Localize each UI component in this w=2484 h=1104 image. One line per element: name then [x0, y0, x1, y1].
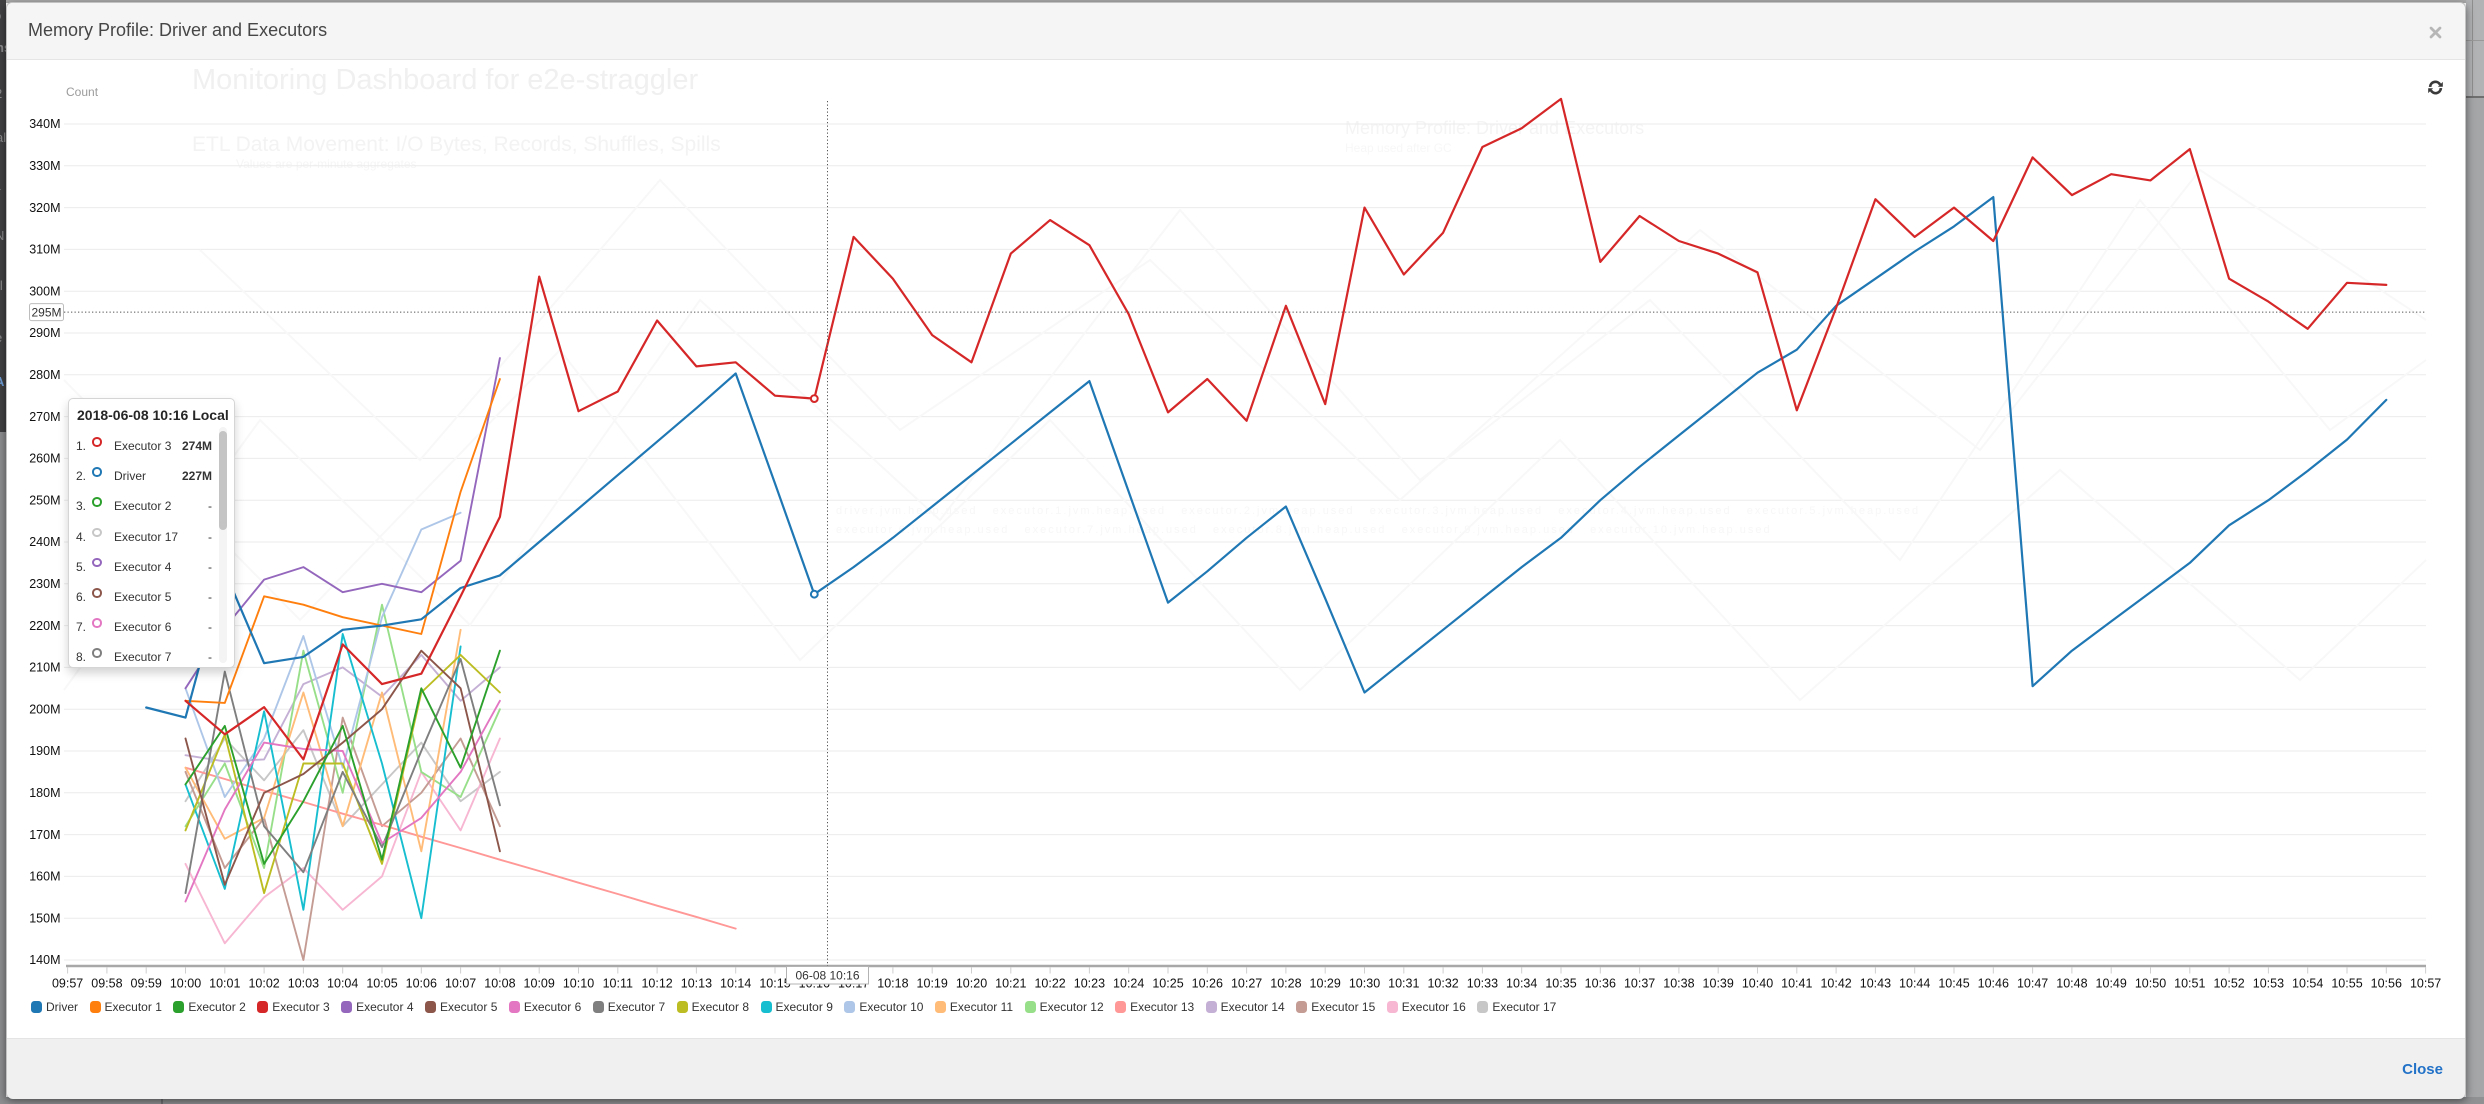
svg-text:10:10: 10:10 [563, 977, 594, 991]
svg-text:10:02: 10:02 [248, 977, 279, 991]
svg-text:10:52: 10:52 [2213, 977, 2244, 991]
svg-text:10:25: 10:25 [1152, 977, 1183, 991]
svg-text:240M: 240M [29, 535, 60, 549]
svg-text:220M: 220M [29, 619, 60, 633]
svg-text:10:39: 10:39 [1703, 977, 1734, 991]
svg-text:250M: 250M [29, 493, 60, 507]
svg-text:10:22: 10:22 [1034, 977, 1065, 991]
svg-text:330M: 330M [29, 159, 60, 173]
svg-text:150M: 150M [29, 911, 60, 925]
svg-text:10:26: 10:26 [1192, 977, 1223, 991]
svg-text:310M: 310M [29, 243, 60, 257]
svg-text:10:54: 10:54 [2292, 977, 2323, 991]
svg-text:10:00: 10:00 [170, 977, 201, 991]
svg-text:10:07: 10:07 [445, 977, 476, 991]
svg-text:160M: 160M [29, 870, 60, 884]
svg-text:10:44: 10:44 [1899, 977, 1930, 991]
svg-text:10:14: 10:14 [720, 977, 751, 991]
svg-text:200M: 200M [29, 702, 60, 716]
svg-text:10:42: 10:42 [1820, 977, 1851, 991]
svg-text:10:35: 10:35 [1545, 977, 1576, 991]
svg-text:10:24: 10:24 [1113, 977, 1144, 991]
svg-text:10:49: 10:49 [2096, 977, 2127, 991]
svg-text:10:03: 10:03 [288, 977, 319, 991]
svg-text:10:04: 10:04 [327, 977, 358, 991]
svg-text:230M: 230M [29, 577, 60, 591]
svg-text:10:23: 10:23 [1074, 977, 1105, 991]
svg-text:10:18: 10:18 [877, 977, 908, 991]
svg-text:10:33: 10:33 [1467, 977, 1498, 991]
svg-text:09:57: 09:57 [52, 977, 83, 991]
svg-text:06-08 10:16: 06-08 10:16 [795, 969, 859, 983]
svg-text:210M: 210M [29, 661, 60, 675]
svg-text:10:27: 10:27 [1231, 977, 1262, 991]
svg-text:10:46: 10:46 [1978, 977, 2009, 991]
svg-text:10:37: 10:37 [1624, 977, 1655, 991]
svg-text:10:45: 10:45 [1938, 977, 1969, 991]
svg-text:340M: 340M [29, 117, 60, 131]
svg-text:10:06: 10:06 [406, 977, 437, 991]
svg-text:295M: 295M [31, 305, 61, 319]
svg-text:280M: 280M [29, 368, 60, 382]
svg-text:180M: 180M [29, 786, 60, 800]
svg-text:140M: 140M [29, 953, 60, 967]
svg-text:10:56: 10:56 [2371, 977, 2402, 991]
svg-text:10:20: 10:20 [956, 977, 987, 991]
svg-text:09:59: 09:59 [131, 977, 162, 991]
svg-text:10:38: 10:38 [1663, 977, 1694, 991]
svg-text:10:12: 10:12 [641, 977, 672, 991]
svg-text:190M: 190M [29, 744, 60, 758]
svg-text:10:08: 10:08 [484, 977, 515, 991]
svg-text:260M: 260M [29, 452, 60, 466]
svg-text:10:48: 10:48 [2056, 977, 2087, 991]
svg-text:10:29: 10:29 [1310, 977, 1341, 991]
svg-text:10:31: 10:31 [1388, 977, 1419, 991]
svg-text:320M: 320M [29, 201, 60, 215]
svg-text:09:58: 09:58 [91, 977, 122, 991]
svg-text:10:19: 10:19 [917, 977, 948, 991]
svg-text:290M: 290M [29, 326, 60, 340]
svg-text:10:57: 10:57 [2410, 977, 2441, 991]
svg-text:10:28: 10:28 [1270, 977, 1301, 991]
svg-text:10:30: 10:30 [1349, 977, 1380, 991]
svg-text:10:13: 10:13 [681, 977, 712, 991]
svg-text:10:34: 10:34 [1506, 977, 1537, 991]
svg-text:10:55: 10:55 [2331, 977, 2362, 991]
svg-text:10:36: 10:36 [1585, 977, 1616, 991]
svg-text:10:01: 10:01 [209, 977, 240, 991]
svg-text:10:21: 10:21 [995, 977, 1026, 991]
svg-text:10:15: 10:15 [759, 977, 790, 991]
svg-text:300M: 300M [29, 284, 60, 298]
svg-text:10:40: 10:40 [1742, 977, 1773, 991]
svg-text:10:11: 10:11 [603, 977, 633, 991]
svg-text:10:47: 10:47 [2017, 977, 2048, 991]
svg-text:10:53: 10:53 [2253, 977, 2284, 991]
svg-text:10:09: 10:09 [524, 977, 555, 991]
svg-text:10:32: 10:32 [1427, 977, 1458, 991]
svg-text:10:05: 10:05 [366, 977, 397, 991]
svg-text:10:43: 10:43 [1860, 977, 1891, 991]
svg-text:10:50: 10:50 [2135, 977, 2166, 991]
svg-text:10:51: 10:51 [2174, 977, 2205, 991]
svg-text:10:41: 10:41 [1781, 977, 1812, 991]
svg-text:170M: 170M [29, 828, 60, 842]
svg-text:270M: 270M [29, 410, 60, 424]
